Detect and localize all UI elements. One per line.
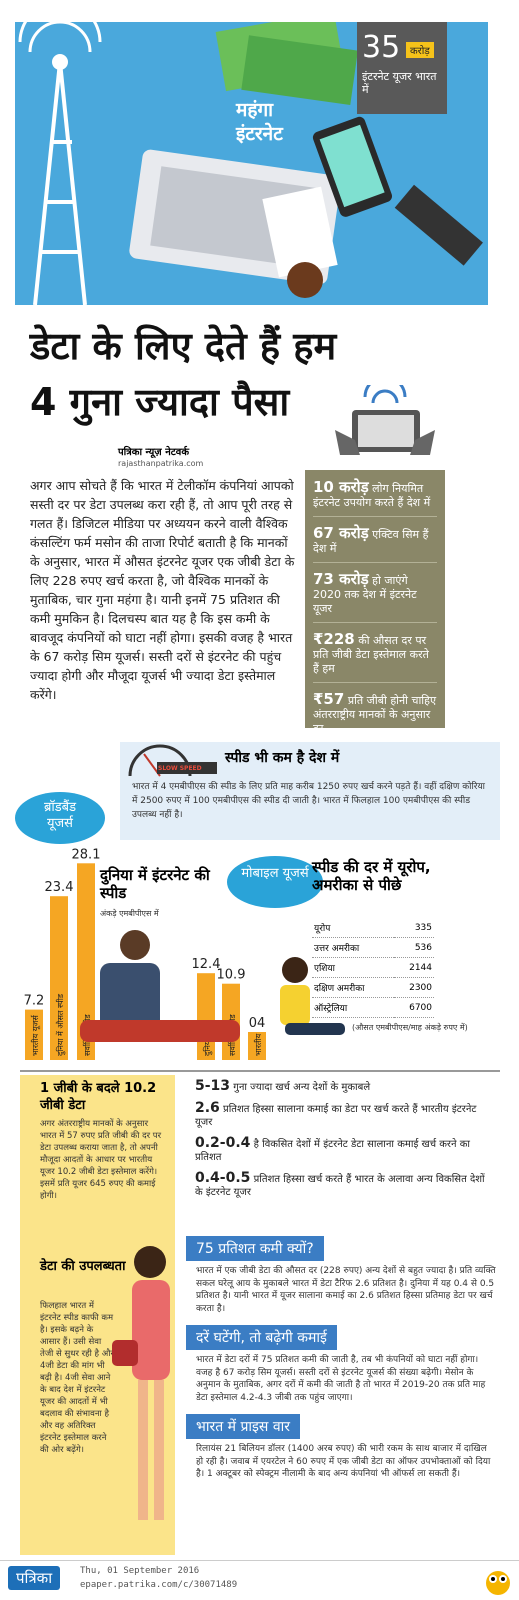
user-count: 35 xyxy=(362,30,401,65)
stat: 2.6 प्रतिशत हिस्सा सालाना कमाई का डेटा प… xyxy=(195,1100,495,1129)
woman-illustration xyxy=(112,1246,170,1520)
broadband-label: ब्रॉडबैंड यूजर्स xyxy=(43,800,77,831)
availability-text: फिलहाल भारत में इंटरनेट स्पीड काफी कम है… xyxy=(40,1301,114,1455)
fact-text: एक्टिव सिम हैं देश में xyxy=(313,528,429,555)
gb-text: अगर अंतरराष्ट्रीय मानकों के अनुसार भारत … xyxy=(40,1119,162,1201)
chart-title: दुनिया में इंटरनेट की स्पीड xyxy=(100,866,210,902)
fact: 67 करोड़ एक्टिव सिम हैं देश में xyxy=(313,526,437,563)
fact-text: हो जाएंगे 2020 तक देश में इंटरनेट यूजर xyxy=(313,574,417,615)
fact: 73 करोड़ हो जाएंगे 2020 तक देश में इंटरन… xyxy=(313,572,437,623)
bar-value: 7.2 xyxy=(24,994,45,1009)
stat-figure: 2.6 xyxy=(195,1100,220,1116)
fact-figure: 73 करोड़ xyxy=(313,570,369,588)
gb-title: 1 जीबी के बदले 10.2 जीबी डेटा xyxy=(40,1081,157,1113)
bar-label: भारतीय xyxy=(253,1033,263,1056)
bar-value: 28.1 xyxy=(72,847,101,862)
bar xyxy=(25,1009,43,1060)
rates-region: एशिया xyxy=(312,957,394,978)
fact-figure: ₹57 xyxy=(313,690,345,708)
footer-brand: पत्रिका xyxy=(8,1566,61,1590)
bar-value: 04 xyxy=(249,1016,266,1031)
rates-region: यूरोप xyxy=(312,918,394,938)
rates-row: दक्षिण अमरीका 2300 xyxy=(312,977,434,998)
rates-region: उत्तर अमरीका xyxy=(312,937,394,958)
mobile-label: मोबाइल यूजर्स xyxy=(241,866,309,881)
stat-figure: 0.2-0.4 xyxy=(195,1135,251,1151)
intro-text: अगर आप सोचते हैं कि भारत में टेलीकॉम कंप… xyxy=(30,478,295,702)
rates-row: ऑस्ट्रेलिया 6700 xyxy=(312,997,434,1018)
headline: डेटा के लिए देते हैं हम 4 गुना ज्यादा पै… xyxy=(30,324,337,424)
rates-value: 2144 xyxy=(393,957,434,978)
fact-figure: ₹228 xyxy=(313,630,355,648)
stat-text: है विकसित देशों में इंटरनेट डेटा सालाना … xyxy=(195,1139,471,1163)
footer xyxy=(0,1560,519,1600)
fact-text: प्रति जीबी होनी चाहिए अंतरराष्ट्रीय मानक… xyxy=(313,694,437,735)
section-title: दरें घटेंगी, तो बढ़ेगी कमाई xyxy=(186,1325,337,1350)
footer-date: Thu, 01 September 2016 xyxy=(80,1566,200,1576)
rates-value: 335 xyxy=(393,918,434,938)
fact: ₹57 प्रति जीबी होनी चाहिए अंतरराष्ट्रीय … xyxy=(313,692,437,743)
fact-text: लोग नियमित इंटरनेट उपयोग करते हैं देश मे… xyxy=(313,482,431,509)
rates-value: 6700 xyxy=(393,997,434,1018)
rates-region: दक्षिण अमरीका xyxy=(312,977,394,998)
bar-value: 10.9 xyxy=(217,968,246,983)
divider xyxy=(20,1070,500,1072)
speed-text: भारत में 4 एमबीपीएस की स्पीड के लिए प्रत… xyxy=(132,782,486,820)
bar xyxy=(77,863,95,1060)
fact-text: की औसत दर पर प्रति जीबी डेटा इस्तेमाल कर… xyxy=(313,634,429,675)
user-count-label: इंटरनेट यूजर भारत में xyxy=(362,70,437,96)
rates-value: 536 xyxy=(393,937,434,958)
speed-badge: SLOW SPEED xyxy=(158,765,202,772)
byline-network: पत्रिका न्यूज़ नेटवर्क xyxy=(118,447,190,458)
rates-row: एशिया 2144 xyxy=(312,957,434,978)
bar-value: 23.4 xyxy=(45,880,74,895)
stat: 0.2-0.4 है विकसित देशों में इंटरनेट डेटा… xyxy=(195,1135,495,1164)
footer-url: epaper.patrika.com/c/30071489 xyxy=(80,1580,238,1590)
stats-list: 5-13 गुना ज्यादा खर्च अन्य देशों के मुका… xyxy=(195,1078,495,1207)
fact-figure: 10 करोड़ xyxy=(313,478,369,496)
stat-text: प्रतिशत हिस्सा खर्च करते हैं भारत के अला… xyxy=(195,1174,485,1198)
stat-text: प्रतिशत हिस्सा सालाना कमाई का डेटा पर खर… xyxy=(195,1104,477,1128)
fact: 10 करोड़ लोग नियमित इंटरनेट उपयोग करते ह… xyxy=(313,480,437,517)
section-title: 75 प्रतिशत कमी क्यों? xyxy=(186,1236,324,1261)
rates-row: उत्तर अमरीका 536 xyxy=(312,937,434,958)
header-tag: महंगा इंटरनेट xyxy=(236,99,283,145)
section-text: रिलायंस 21 बिलियन डॉलर (1400 अरब रुपए) क… xyxy=(196,1444,491,1479)
stat-text: गुना ज्यादा खर्च अन्य देशों के मुकाबले xyxy=(233,1082,371,1093)
section-title: भारत में प्राइस वार xyxy=(186,1414,300,1439)
bar xyxy=(248,1032,266,1060)
tablet-icon xyxy=(335,385,435,455)
rates-title: स्पीड की दर में यूरोप, अमरीका से पीछे xyxy=(312,858,431,894)
bar-label: दुनिया में औसत स्पीड xyxy=(55,993,66,1056)
stat-figure: 5-13 xyxy=(195,1078,231,1094)
bar-value: 12.4 xyxy=(192,957,221,972)
sections-list: 75 प्रतिशत कमी क्यों? भारत में एक जीबी डे… xyxy=(176,1232,506,1487)
stat-figure: 0.4-0.5 xyxy=(195,1170,251,1186)
bar-label: भारतीय यूजर्स xyxy=(30,1014,41,1056)
fact-figure: 67 करोड़ xyxy=(313,524,369,542)
bar-label: दुनिया में xyxy=(202,1031,213,1056)
header-illustration xyxy=(15,22,488,305)
stat: 0.4-0.5 प्रतिशत हिस्सा खर्च करते हैं भार… xyxy=(195,1170,495,1199)
section-text: भारत में डेटा दरों में 75 प्रतिशत कमी की… xyxy=(196,1355,486,1403)
rates-table: यूरोप 335 उत्तर अमरीका 536 एशिया 2144 दक्षिण अ… xyxy=(312,918,434,1018)
rates-note: (औसत एमबीपीएस/माह अंकड़े रुपए में) xyxy=(352,1023,468,1032)
owl-icon xyxy=(486,1571,510,1595)
user-count-unit: करोड़ xyxy=(406,42,434,58)
chart-subtitle: अंकड़े एमबीपीएस में xyxy=(100,909,159,918)
rates-value: 2300 xyxy=(393,977,434,998)
facts-box: 10 करोड़ लोग नियमित इंटरनेट उपयोग करते ह… xyxy=(305,470,445,743)
rates-region: ऑस्ट्रेलिया xyxy=(312,997,394,1018)
fact: ₹228 की औसत दर पर प्रति जीबी डेटा इस्तेम… xyxy=(313,632,437,683)
speed-title: स्पीड भी कम है देश में xyxy=(225,750,340,766)
availability-title: डेटा की उपलब्धता xyxy=(40,1259,126,1274)
byline-site: rajasthanpatrika.com xyxy=(118,459,204,468)
section-text: भारत में एक जीबी डेटा की औसत दर (228 रुप… xyxy=(196,1266,496,1314)
speed-meter xyxy=(128,744,217,777)
rates-row: यूरोप 335 xyxy=(312,918,434,938)
stat: 5-13 गुना ज्यादा खर्च अन्य देशों के मुका… xyxy=(195,1078,495,1094)
people-illustration xyxy=(80,930,345,1042)
bar xyxy=(50,896,68,1060)
